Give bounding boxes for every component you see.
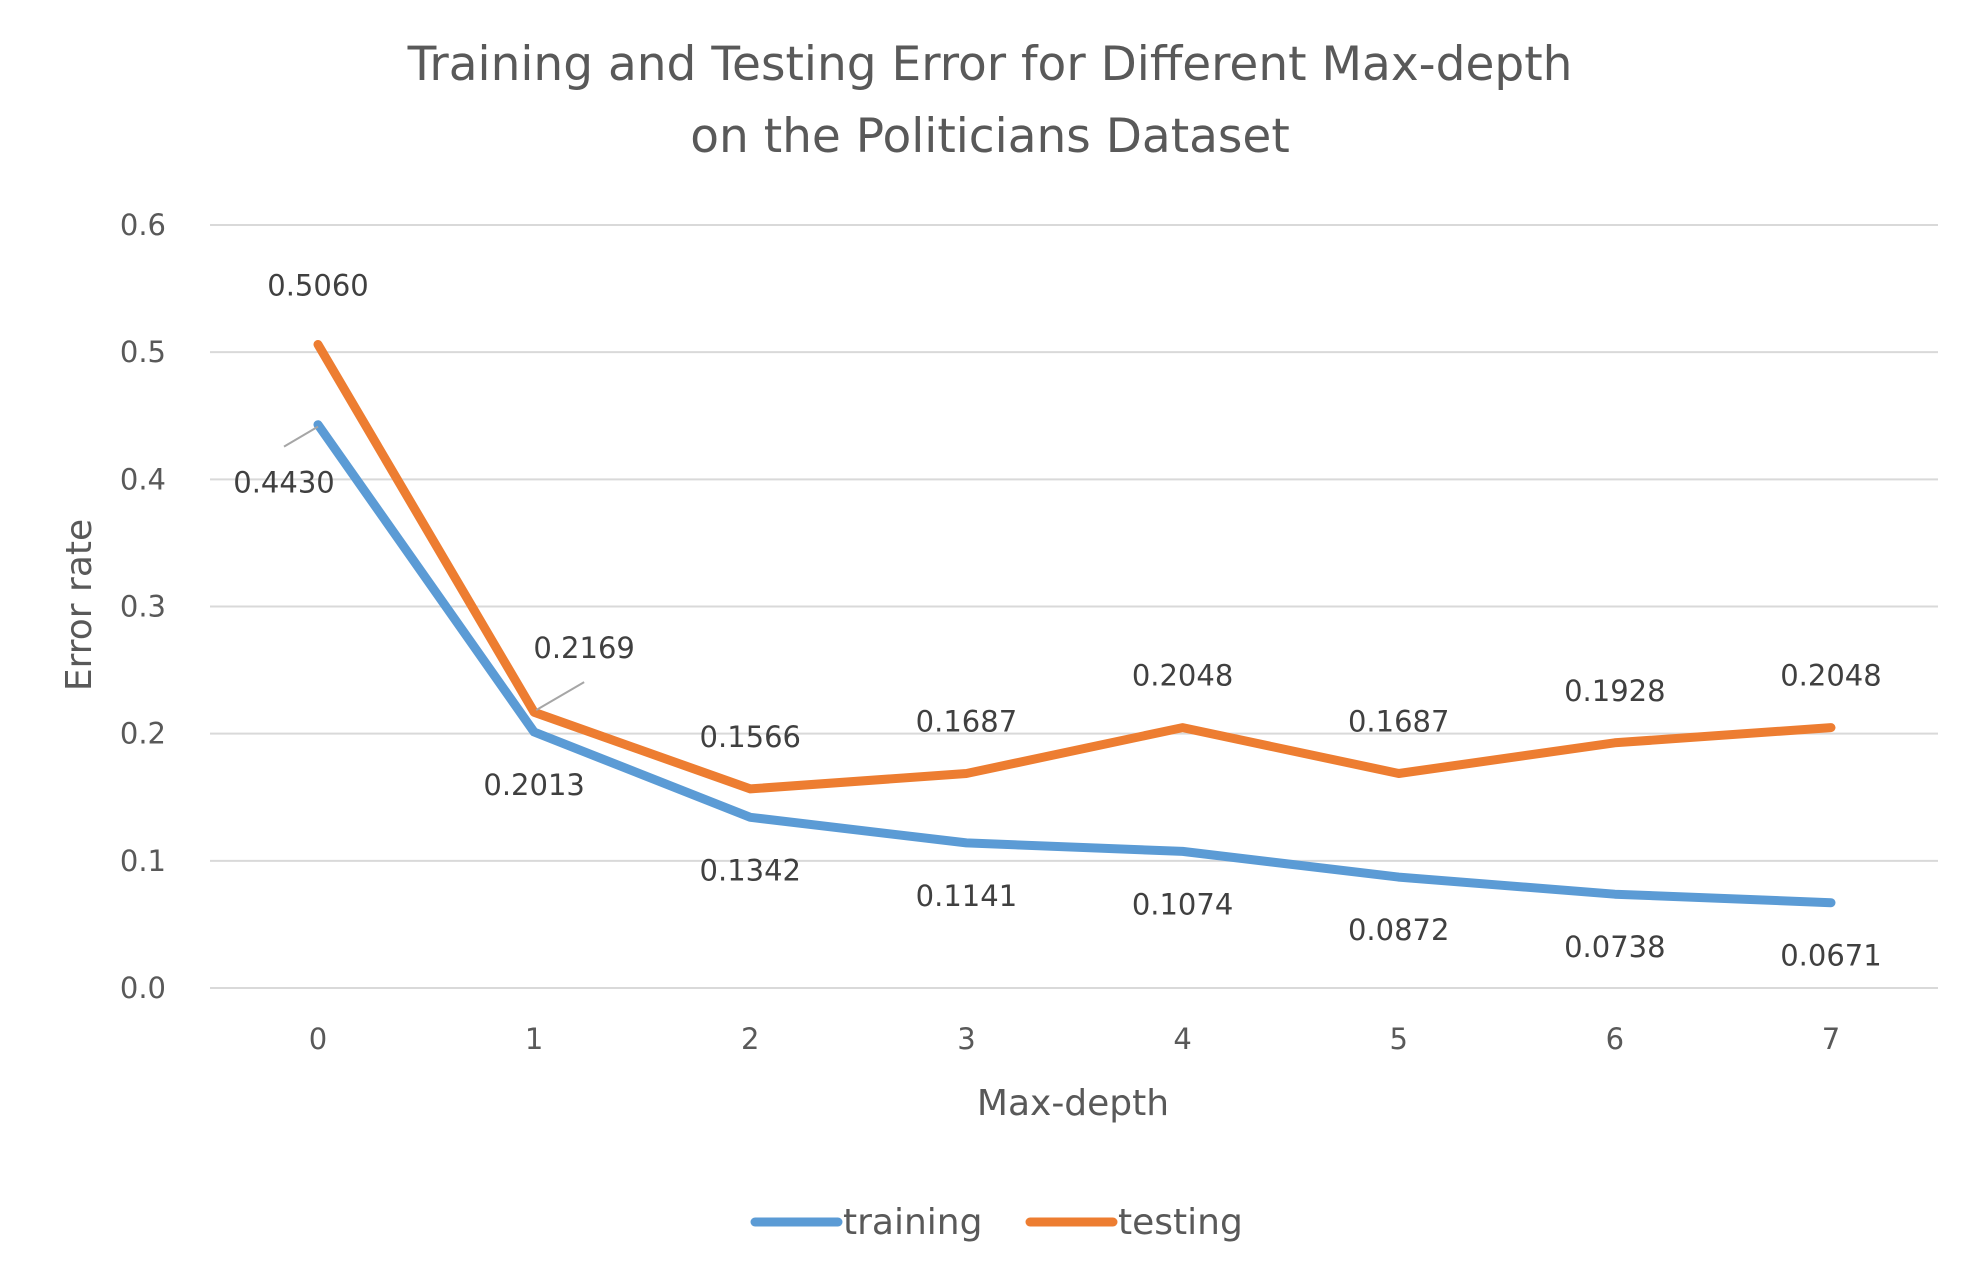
data-label-training: 0.0738 xyxy=(1564,930,1665,964)
data-label-testing: 0.2169 xyxy=(533,631,634,665)
data-label-testing: 0.2048 xyxy=(1780,659,1881,693)
y-tick-label: 0.4 xyxy=(120,462,166,496)
data-label-training: 0.1141 xyxy=(916,879,1017,913)
data-label-training: 0.1342 xyxy=(700,853,801,887)
series-line-training xyxy=(313,420,1836,908)
data-label-training: 0.0671 xyxy=(1780,939,1881,973)
x-tick-label: 2 xyxy=(741,1022,759,1056)
y-axis-ticks: 0.0 0.1 0.2 0.3 0.4 0.5 0.6 xyxy=(120,208,166,1005)
chart-title: Training and Testing Error for Different… xyxy=(407,37,1573,164)
leader-line xyxy=(535,681,585,712)
y-tick-label: 0.1 xyxy=(120,844,166,878)
x-axis-ticks: 0 1 2 3 4 5 6 7 xyxy=(309,1022,1840,1056)
data-label-testing: 0.1687 xyxy=(1348,704,1449,738)
y-tick-label: 0.5 xyxy=(120,335,166,369)
data-label-training: 0.4430 xyxy=(233,466,334,500)
x-tick-label: 3 xyxy=(957,1022,975,1056)
y-tick-label: 0.2 xyxy=(120,717,166,751)
series-lines xyxy=(313,340,1836,908)
data-label-testing: 0.1566 xyxy=(700,720,801,754)
data-label-training: 0.1074 xyxy=(1132,887,1233,921)
legend: training testing xyxy=(750,1202,1243,1243)
legend-label-training: training xyxy=(843,1202,982,1243)
chart-title-line-1: Training and Testing Error for Different… xyxy=(407,37,1573,92)
x-tick-label: 0 xyxy=(309,1022,327,1056)
label-leader-lines xyxy=(283,425,585,712)
series-line-testing xyxy=(313,340,1836,794)
data-label-testing: 0.1687 xyxy=(916,704,1017,738)
x-tick-label: 5 xyxy=(1389,1022,1407,1056)
data-label-training: 0.0872 xyxy=(1348,913,1449,947)
data-label-testing: 0.2048 xyxy=(1132,659,1233,693)
x-tick-label: 7 xyxy=(1822,1022,1840,1056)
y-tick-label: 0.6 xyxy=(120,208,166,242)
chart-title-line-2: on the Politicians Dataset xyxy=(690,109,1290,164)
data-labels: 0.4430 0.2013 0.1342 0.1141 0.1074 0.0872 0.07… xyxy=(233,269,1881,973)
leader-line xyxy=(283,425,319,448)
data-label-testing: 0.1928 xyxy=(1564,674,1665,708)
x-tick-label: 1 xyxy=(525,1022,543,1056)
x-tick-label: 6 xyxy=(1606,1022,1624,1056)
y-axis-title: Error rate xyxy=(59,519,100,691)
x-axis-title: Max-depth xyxy=(977,1083,1169,1124)
data-label-testing: 0.5060 xyxy=(267,269,368,303)
y-tick-label: 0.3 xyxy=(120,590,166,624)
legend-label-testing: testing xyxy=(1118,1202,1243,1243)
gridlines xyxy=(210,224,1938,989)
data-label-training: 0.2013 xyxy=(483,768,584,802)
y-tick-label: 0.0 xyxy=(120,971,166,1005)
x-tick-label: 4 xyxy=(1173,1022,1191,1056)
